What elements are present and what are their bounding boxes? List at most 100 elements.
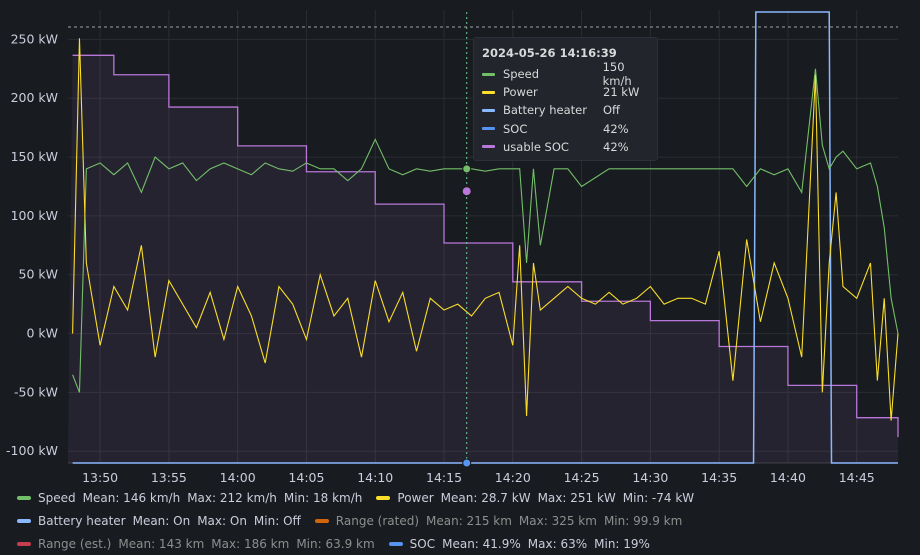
y-tick-label: 100 kW	[11, 208, 58, 223]
tooltip-series-value: 21 kW	[603, 85, 640, 100]
series-swatch	[376, 495, 391, 500]
x-tick-label: 14:25	[564, 470, 600, 485]
soc-hover-point	[462, 458, 472, 468]
timeseries-chart[interactable]: 250 kW 200 kW 150 kW 100 kW 50 kW 0 kW -50 kW -…	[0, 0, 920, 486]
legend-item[interactable]: Speed Mean: 146 km/h Max: 212 km/h Min: 18 …	[17, 491, 362, 505]
legend-series-name: SOC	[409, 536, 436, 551]
tooltip-series-value: 42%	[603, 139, 629, 154]
series-swatch	[17, 495, 31, 500]
legend-series-name: Battery heater	[38, 513, 126, 528]
legend-mean: Mean: 28.7 kW	[440, 490, 531, 505]
legend-row: Battery heater Mean: On Max: On Min: Off Ran…	[0, 509, 920, 532]
tooltip-row: Battery heater Off	[482, 101, 657, 119]
tooltip-series-name: Battery heater	[503, 103, 587, 118]
series-swatch	[482, 145, 495, 149]
tooltip-series-value: Off	[603, 103, 620, 118]
y-tick-label: 150 kW	[11, 149, 58, 164]
usable-soc-area	[68, 55, 898, 464]
tooltip-row: Speed 150 km/h	[482, 60, 657, 88]
y-tick-label: -100 kW	[6, 443, 58, 458]
tooltip-timestamp: 2024-05-26 14:16:39	[482, 46, 617, 60]
x-tick-label: 14:15	[426, 470, 462, 485]
y-tick-label: -50 kW	[14, 384, 58, 399]
tooltip-series-name: SOC	[503, 121, 528, 136]
legend-min: Min: -74 kW	[622, 490, 695, 505]
x-tick-label: 13:50	[82, 470, 118, 485]
legend-stats: Mean: 146 km/h Max: 212 km/h Min: 18 km/h	[76, 491, 363, 505]
legend-stats: Mean: 41.9% Max: 63% Min: 19%	[435, 537, 650, 551]
legend-row: Range (est.) Mean: 143 km Max: 186 km Min: …	[0, 532, 920, 555]
series-swatch	[482, 72, 495, 76]
battery-heater-line	[72, 11, 898, 464]
legend-mean: Mean: On	[132, 513, 191, 528]
legend-stats: Mean: 143 km Max: 186 km Min: 63.9 km	[111, 537, 374, 551]
x-axis: 13:50 13:55 14:00 14:05 14:10 14:15 14:20 14:25…	[68, 462, 898, 485]
legend-item[interactable]: Power Mean: 28.7 kW Max: 251 kW Min: -74 kW	[376, 491, 694, 505]
tooltip-series-name: Power	[503, 85, 538, 100]
legend-max: Max: 251 kW	[537, 490, 616, 505]
legend-min: Min: 19%	[594, 536, 650, 551]
hover-tooltip: 2024-05-26 14:16:39 Speed 150 km/h Power 21…	[473, 37, 658, 161]
y-axis: 250 kW 200 kW 150 kW 100 kW 50 kW 0 kW -50 kW -…	[6, 31, 58, 458]
y-tick-label: 0 kW	[26, 326, 58, 341]
series-swatch	[17, 518, 31, 523]
x-tick-label: 14:45	[839, 470, 875, 485]
crosshair	[461, 12, 472, 468]
y-tick-label: 50 kW	[19, 267, 58, 282]
legend-min: Min: Off	[253, 513, 301, 528]
legend-max: Max: On	[197, 513, 247, 528]
series-swatch	[17, 541, 31, 546]
legend-min: Min: 99.9 km	[603, 513, 683, 528]
speed-hover-point	[462, 164, 472, 174]
legend-max: Max: 325 km	[518, 513, 597, 528]
legend-series-name: Power	[397, 490, 434, 505]
legend-stats: Mean: 28.7 kW Max: 251 kW Min: -74 kW	[434, 491, 695, 505]
legend-min: Min: 18 km/h	[283, 490, 363, 505]
usable-soc-line	[72, 54, 899, 438]
x-tick-label: 14:35	[701, 470, 737, 485]
legend-mean: Mean: 41.9%	[442, 536, 521, 551]
x-tick-label: 14:05	[288, 470, 324, 485]
legend-max: Max: 212 km/h	[187, 490, 277, 505]
legend-item[interactable]: Range (rated) Mean: 215 km Max: 325 km Min:…	[314, 513, 682, 528]
legend-item[interactable]: SOC Mean: 41.9% Max: 63% Min: 19%	[388, 536, 650, 551]
series-layer	[68, 11, 899, 464]
legend-series-name: Range (est.)	[38, 536, 112, 551]
chart-legend: Speed Mean: 146 km/h Max: 212 km/h Min: 18 …	[0, 486, 920, 555]
y-tick-label: 200 kW	[11, 90, 58, 105]
tooltip-series-name: usable SOC	[503, 139, 569, 154]
legend-mean: Mean: 215 km	[426, 513, 512, 528]
tooltip-series-value: 42%	[603, 121, 629, 136]
power-line	[72, 38, 899, 421]
series-swatch	[388, 541, 403, 546]
series-swatch	[482, 90, 495, 94]
x-tick-label: 14:20	[495, 470, 531, 485]
series-swatch	[482, 108, 495, 112]
x-tick-label: 14:40	[770, 470, 806, 485]
legend-stats: Mean: 215 km Max: 325 km Min: 99.9 km	[419, 514, 682, 528]
legend-item[interactable]: Battery heater Mean: On Max: On Min: Off	[17, 514, 301, 528]
legend-series-name: Speed	[38, 490, 76, 505]
legend-item[interactable]: Range (est.) Mean: 143 km Max: 186 km Min: …	[17, 537, 375, 551]
tooltip-row: SOC 42%	[482, 120, 657, 138]
legend-series-name: Range (rated)	[335, 513, 419, 528]
legend-min: Min: 63.9 km	[296, 536, 375, 551]
legend-max: Max: 63%	[527, 536, 588, 551]
x-tick-label: 13:55	[151, 470, 187, 485]
legend-stats: Mean: On Max: On Min: Off	[126, 514, 301, 528]
tooltip-row: usable SOC 42%	[482, 138, 657, 156]
x-tick-label: 14:00	[220, 470, 256, 485]
series-swatch	[314, 518, 329, 523]
tooltip-series-name: Speed	[502, 67, 540, 82]
legend-mean: Mean: 143 km	[118, 536, 205, 551]
legend-max: Max: 186 km	[211, 536, 290, 551]
x-tick-label: 14:30	[632, 470, 668, 485]
series-swatch	[482, 127, 495, 131]
tooltip-row: Power 21 kW	[482, 83, 657, 101]
usable-soc-hover-point	[461, 186, 472, 197]
tooltip-series-value: 150 km/h	[602, 60, 632, 89]
legend-row: Speed Mean: 146 km/h Max: 212 km/h Min: 18 …	[0, 486, 920, 509]
x-tick-label: 14:10	[357, 470, 393, 485]
tooltip-rows: Speed 150 km/h Power 21 kW Battery heater Off…	[482, 60, 657, 156]
speed-line	[72, 68, 899, 393]
